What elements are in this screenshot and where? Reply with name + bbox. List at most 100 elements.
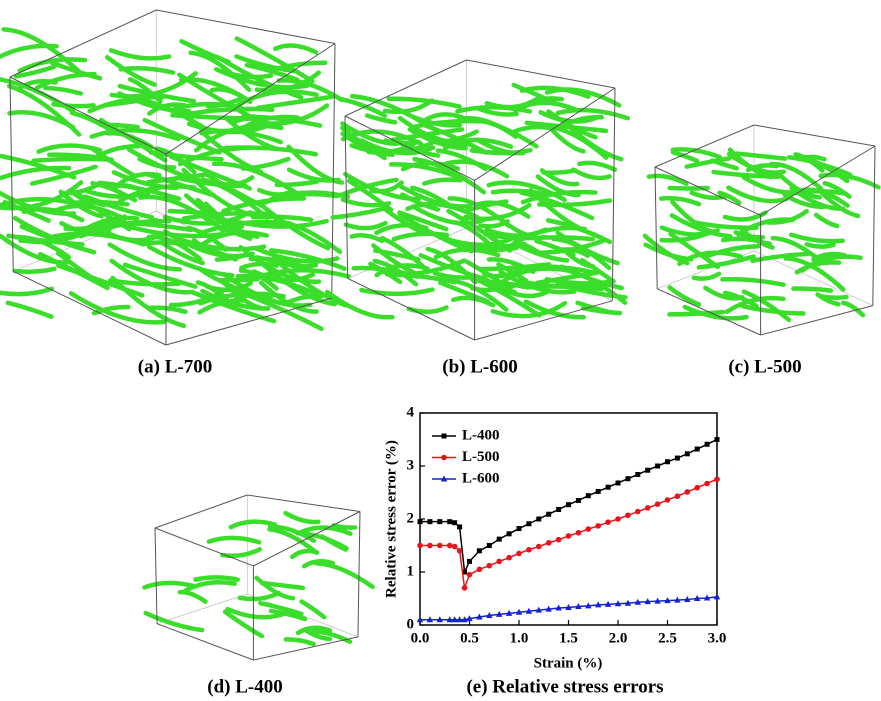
cube-edge: [466, 59, 616, 89]
marker: [525, 607, 533, 614]
marker: [461, 585, 468, 591]
marker: [467, 558, 472, 564]
fiber: [442, 137, 514, 151]
fiber: [457, 115, 519, 139]
cube-edge: [154, 527, 158, 624]
fiber: [105, 217, 159, 227]
fiber: [544, 277, 616, 286]
fiber: [486, 180, 567, 203]
fiber: [544, 87, 622, 108]
fiber: [720, 236, 763, 244]
fiber: [0, 180, 84, 211]
cube-edge: [13, 270, 167, 346]
fiber: [811, 251, 847, 262]
fiber: [787, 155, 853, 178]
marker: [615, 516, 621, 522]
y-tick-label: 3: [407, 457, 415, 473]
fiber: [575, 300, 612, 315]
fiber: [579, 257, 615, 284]
fiber: [337, 177, 399, 198]
fiber: [556, 266, 628, 305]
fiber: [359, 287, 435, 297]
fiber: [240, 156, 291, 171]
cube-edge: [247, 494, 361, 512]
fiber: [551, 128, 586, 154]
fiber: [669, 213, 733, 239]
cube-renderings: [0, 9, 881, 661]
marker: [476, 548, 482, 554]
fiber: [89, 128, 181, 142]
fiber: [239, 261, 279, 271]
fiber: [391, 231, 450, 242]
fiber: [283, 637, 316, 647]
plot-frame: [419, 412, 718, 626]
marker: [674, 493, 681, 500]
cube-edge: [9, 76, 14, 272]
cube-edge: [9, 76, 167, 155]
fiber: [386, 96, 462, 109]
fiber: [319, 534, 348, 552]
fiber: [143, 171, 217, 198]
fiber: [555, 107, 630, 121]
cube-edge: [654, 166, 761, 216]
fiber: [214, 251, 252, 262]
fiber: [228, 519, 278, 530]
caption: (e) Relative stress errors: [466, 676, 663, 697]
marker: [441, 454, 447, 461]
marker: [437, 542, 443, 549]
caption: (b) L-600: [442, 356, 517, 377]
fiber: [188, 50, 252, 93]
marker: [516, 550, 522, 557]
marker: [604, 600, 612, 607]
fiber: [788, 232, 845, 244]
marker: [427, 542, 433, 549]
marker: [575, 529, 582, 536]
fiber: [412, 156, 487, 195]
marker: [644, 598, 651, 605]
fiber: [189, 289, 277, 324]
marker: [462, 569, 468, 575]
cube-edge: [656, 288, 761, 336]
cube-edge: [357, 511, 361, 637]
marker: [446, 616, 453, 623]
marker: [476, 613, 483, 620]
fiber: [55, 250, 105, 288]
fiber: [200, 177, 270, 220]
marker: [466, 571, 473, 578]
x-tick-label: 2.0: [609, 630, 628, 646]
fiber: [275, 60, 328, 71]
y-tick-label: 2: [407, 510, 415, 526]
marker: [476, 566, 483, 573]
marker: [486, 611, 493, 618]
fiber: [813, 212, 840, 229]
fiber: [286, 167, 341, 183]
fiber: [19, 224, 97, 255]
fiber: [388, 162, 463, 181]
caption: (a) L-700: [138, 356, 212, 377]
marker: [575, 602, 582, 609]
cube-edge: [347, 277, 475, 341]
fiber: [268, 248, 347, 271]
fiber: [13, 235, 71, 260]
x-tick-label: 2.5: [658, 630, 677, 646]
fiber: [205, 96, 243, 109]
fiber: [520, 189, 598, 205]
marker: [704, 441, 710, 447]
marker: [634, 598, 641, 605]
caption: (d) L-400: [207, 676, 282, 697]
fiber: [31, 156, 114, 164]
marker: [575, 497, 581, 503]
cube-edge: [344, 115, 349, 279]
fiber: [691, 271, 722, 281]
fiber: [462, 199, 509, 214]
fiber: [104, 54, 157, 87]
marker: [536, 516, 542, 522]
fiber: [366, 141, 434, 155]
marker: [437, 519, 443, 525]
fiber: [349, 93, 429, 128]
fiber: [148, 150, 224, 162]
fiber: [369, 180, 404, 194]
marker: [466, 615, 473, 622]
fiber: [244, 62, 300, 83]
marker: [451, 543, 458, 550]
